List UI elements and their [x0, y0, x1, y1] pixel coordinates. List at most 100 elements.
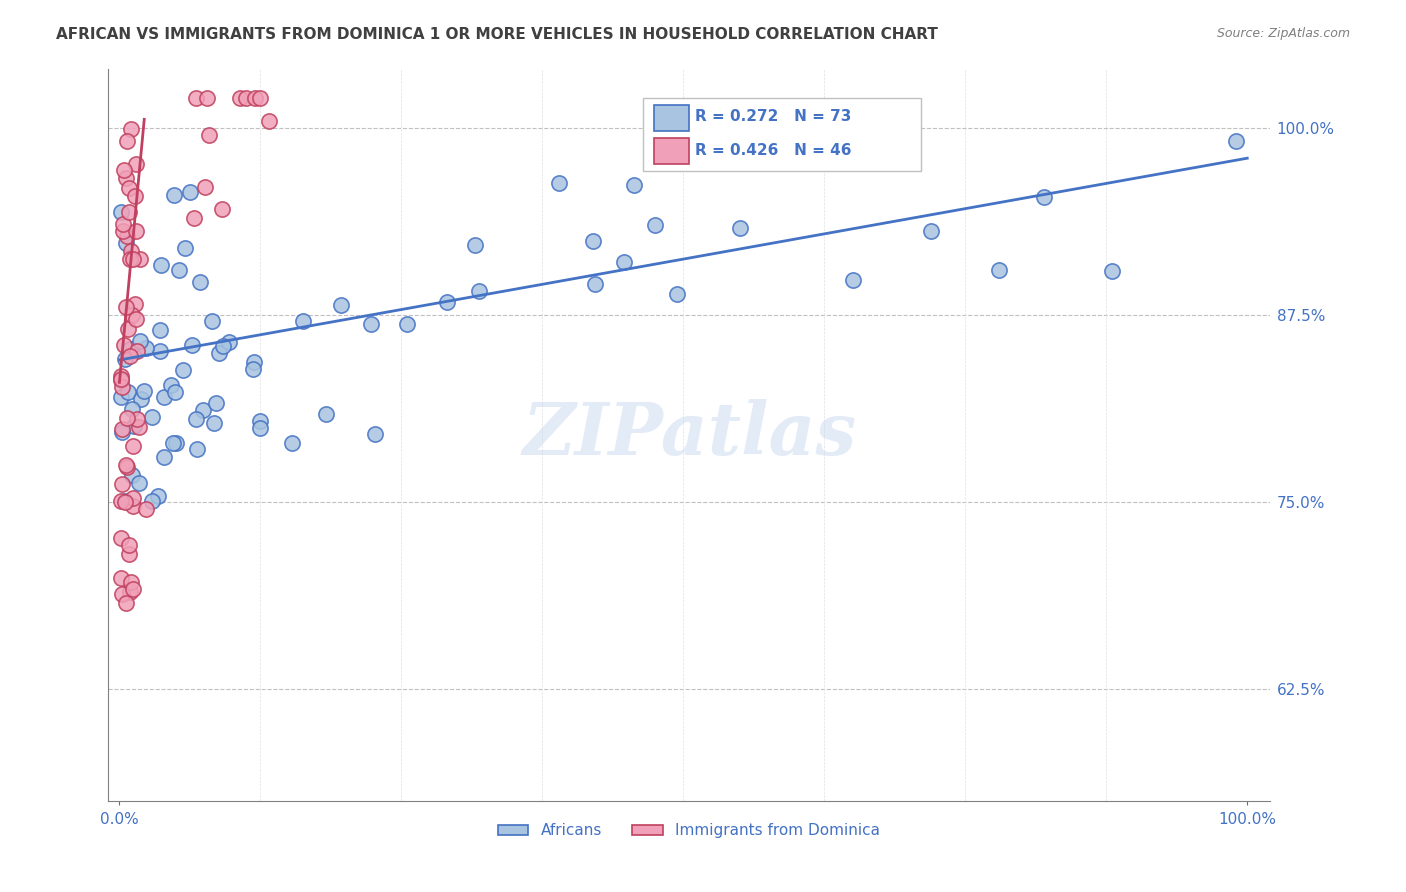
Point [111, 425, 134, 440]
Point [920, 223, 942, 237]
Point [115, 171, 138, 186]
Point [360, 318, 382, 332]
Point [125, 224, 148, 238]
Point [121, 439, 143, 453]
Point [117, 322, 139, 336]
Point [1225, 134, 1247, 148]
Point [160, 377, 183, 392]
Point [129, 252, 152, 267]
Point [211, 202, 233, 217]
Point [183, 211, 205, 226]
Point [195, 91, 218, 105]
Point [129, 392, 152, 407]
Point [115, 410, 138, 425]
Point [115, 135, 138, 149]
Point [115, 458, 138, 473]
Point [583, 277, 606, 292]
Point [149, 323, 172, 337]
Point [112, 224, 135, 238]
Point [121, 467, 143, 482]
Point [173, 241, 195, 255]
Point [228, 91, 250, 105]
Point [315, 407, 337, 421]
Point [162, 436, 184, 450]
Point [644, 218, 666, 232]
Point [728, 221, 751, 235]
Point [141, 409, 163, 424]
Point [112, 337, 135, 351]
Point [205, 396, 228, 410]
Point [1101, 263, 1123, 277]
Point [120, 244, 142, 258]
Point [112, 163, 135, 178]
Text: R = 0.426   N = 46: R = 0.426 N = 46 [695, 143, 851, 158]
Point [581, 235, 603, 249]
Point [118, 181, 141, 195]
Point [257, 114, 280, 128]
Point [111, 380, 134, 394]
Point [148, 489, 170, 503]
Point [468, 284, 491, 298]
Point [249, 91, 271, 105]
Point [135, 502, 157, 516]
Point [125, 157, 148, 171]
Point [114, 495, 136, 509]
Point [163, 385, 186, 400]
Point [547, 176, 569, 190]
Point [114, 300, 136, 314]
Point [121, 308, 143, 322]
Point [150, 258, 173, 272]
Point [110, 494, 132, 508]
Point [124, 189, 146, 203]
Point [212, 339, 235, 353]
Point [110, 205, 132, 219]
Point [114, 596, 136, 610]
Point [249, 421, 271, 435]
Legend: Africans, Immigrants from Dominica: Africans, Immigrants from Dominica [492, 817, 886, 845]
Point [152, 390, 174, 404]
Point [128, 334, 150, 348]
Point [235, 91, 257, 105]
Point [186, 442, 208, 457]
Point [180, 337, 202, 351]
Point [184, 91, 207, 105]
Point [179, 185, 201, 199]
Text: AFRICAN VS IMMIGRANTS FROM DOMINICA 1 OR MORE VEHICLES IN HOUSEHOLD CORRELATION : AFRICAN VS IMMIGRANTS FROM DOMINICA 1 OR… [56, 27, 938, 42]
Point [218, 334, 240, 349]
FancyBboxPatch shape [654, 138, 689, 164]
Point [118, 349, 141, 363]
Point [121, 402, 143, 417]
Point [118, 342, 141, 356]
Point [988, 263, 1011, 277]
Point [132, 384, 155, 399]
Point [364, 426, 387, 441]
Point [281, 436, 304, 450]
Point [110, 390, 132, 404]
Point [330, 297, 353, 311]
Point [115, 236, 138, 251]
Point [111, 476, 134, 491]
Point [243, 91, 266, 105]
Text: R = 0.272   N = 73: R = 0.272 N = 73 [695, 110, 851, 124]
Point [613, 255, 636, 269]
Point [125, 343, 148, 358]
Point [436, 295, 458, 310]
FancyBboxPatch shape [654, 105, 689, 131]
Point [841, 273, 863, 287]
Point [464, 238, 486, 252]
Point [122, 499, 145, 513]
Point [292, 314, 315, 328]
Point [118, 252, 141, 266]
Point [141, 494, 163, 508]
Point [184, 412, 207, 426]
Point [623, 178, 645, 193]
Point [121, 252, 143, 267]
Point [198, 128, 221, 142]
Point [124, 296, 146, 310]
Point [117, 460, 139, 475]
Point [191, 402, 214, 417]
Point [110, 372, 132, 386]
Point [167, 263, 190, 277]
Point [1033, 190, 1056, 204]
Point [118, 205, 141, 219]
